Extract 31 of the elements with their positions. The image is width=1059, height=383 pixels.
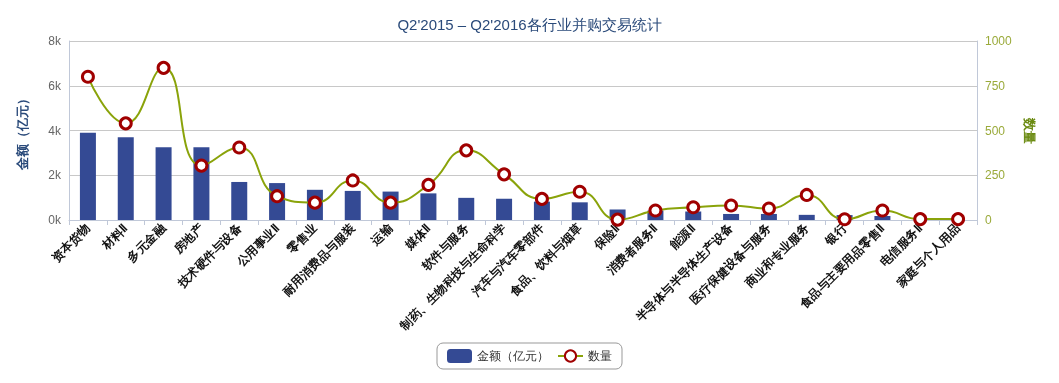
y2-axis-title: 数量	[1021, 116, 1037, 144]
legend-label: 数量	[588, 349, 612, 363]
bar	[79, 132, 96, 220]
y2-tick-label: 500	[985, 123, 1006, 138]
bar	[420, 193, 437, 220]
bar	[571, 202, 588, 220]
bar	[155, 147, 172, 220]
y-tick-label: 6k	[48, 78, 62, 93]
bar	[798, 214, 815, 220]
x-tick-label: 保险Ⅱ	[590, 221, 623, 253]
bar	[344, 190, 361, 220]
x-tick-label: 银行	[821, 221, 850, 249]
chart-title: Q2'2015 – Q2'2016各行业并购交易统计	[397, 16, 662, 33]
y-tick-label: 4k	[48, 123, 62, 138]
bar	[723, 213, 740, 220]
bar	[231, 181, 248, 220]
y2-tick-label: 250	[985, 168, 1006, 183]
y-axis-title: 金额（亿元）	[15, 91, 30, 171]
y2-tick-label: 0	[985, 213, 992, 227]
bar	[117, 137, 134, 220]
bar	[458, 197, 475, 220]
bar	[496, 198, 513, 220]
y2-tick-label: 750	[985, 78, 1006, 93]
y-tick-label: 2k	[48, 168, 62, 183]
x-tick-label: 材料Ⅱ	[98, 221, 131, 253]
y2-tick-label: 1000	[985, 34, 1013, 48]
legend-label: 金额（亿元）	[477, 349, 549, 363]
y-tick-label: 0k	[48, 213, 62, 227]
x-tick-label: 运输	[367, 220, 397, 249]
x-tick-label: 媒体Ⅱ	[401, 221, 434, 253]
y-tick-label: 8k	[48, 34, 62, 48]
